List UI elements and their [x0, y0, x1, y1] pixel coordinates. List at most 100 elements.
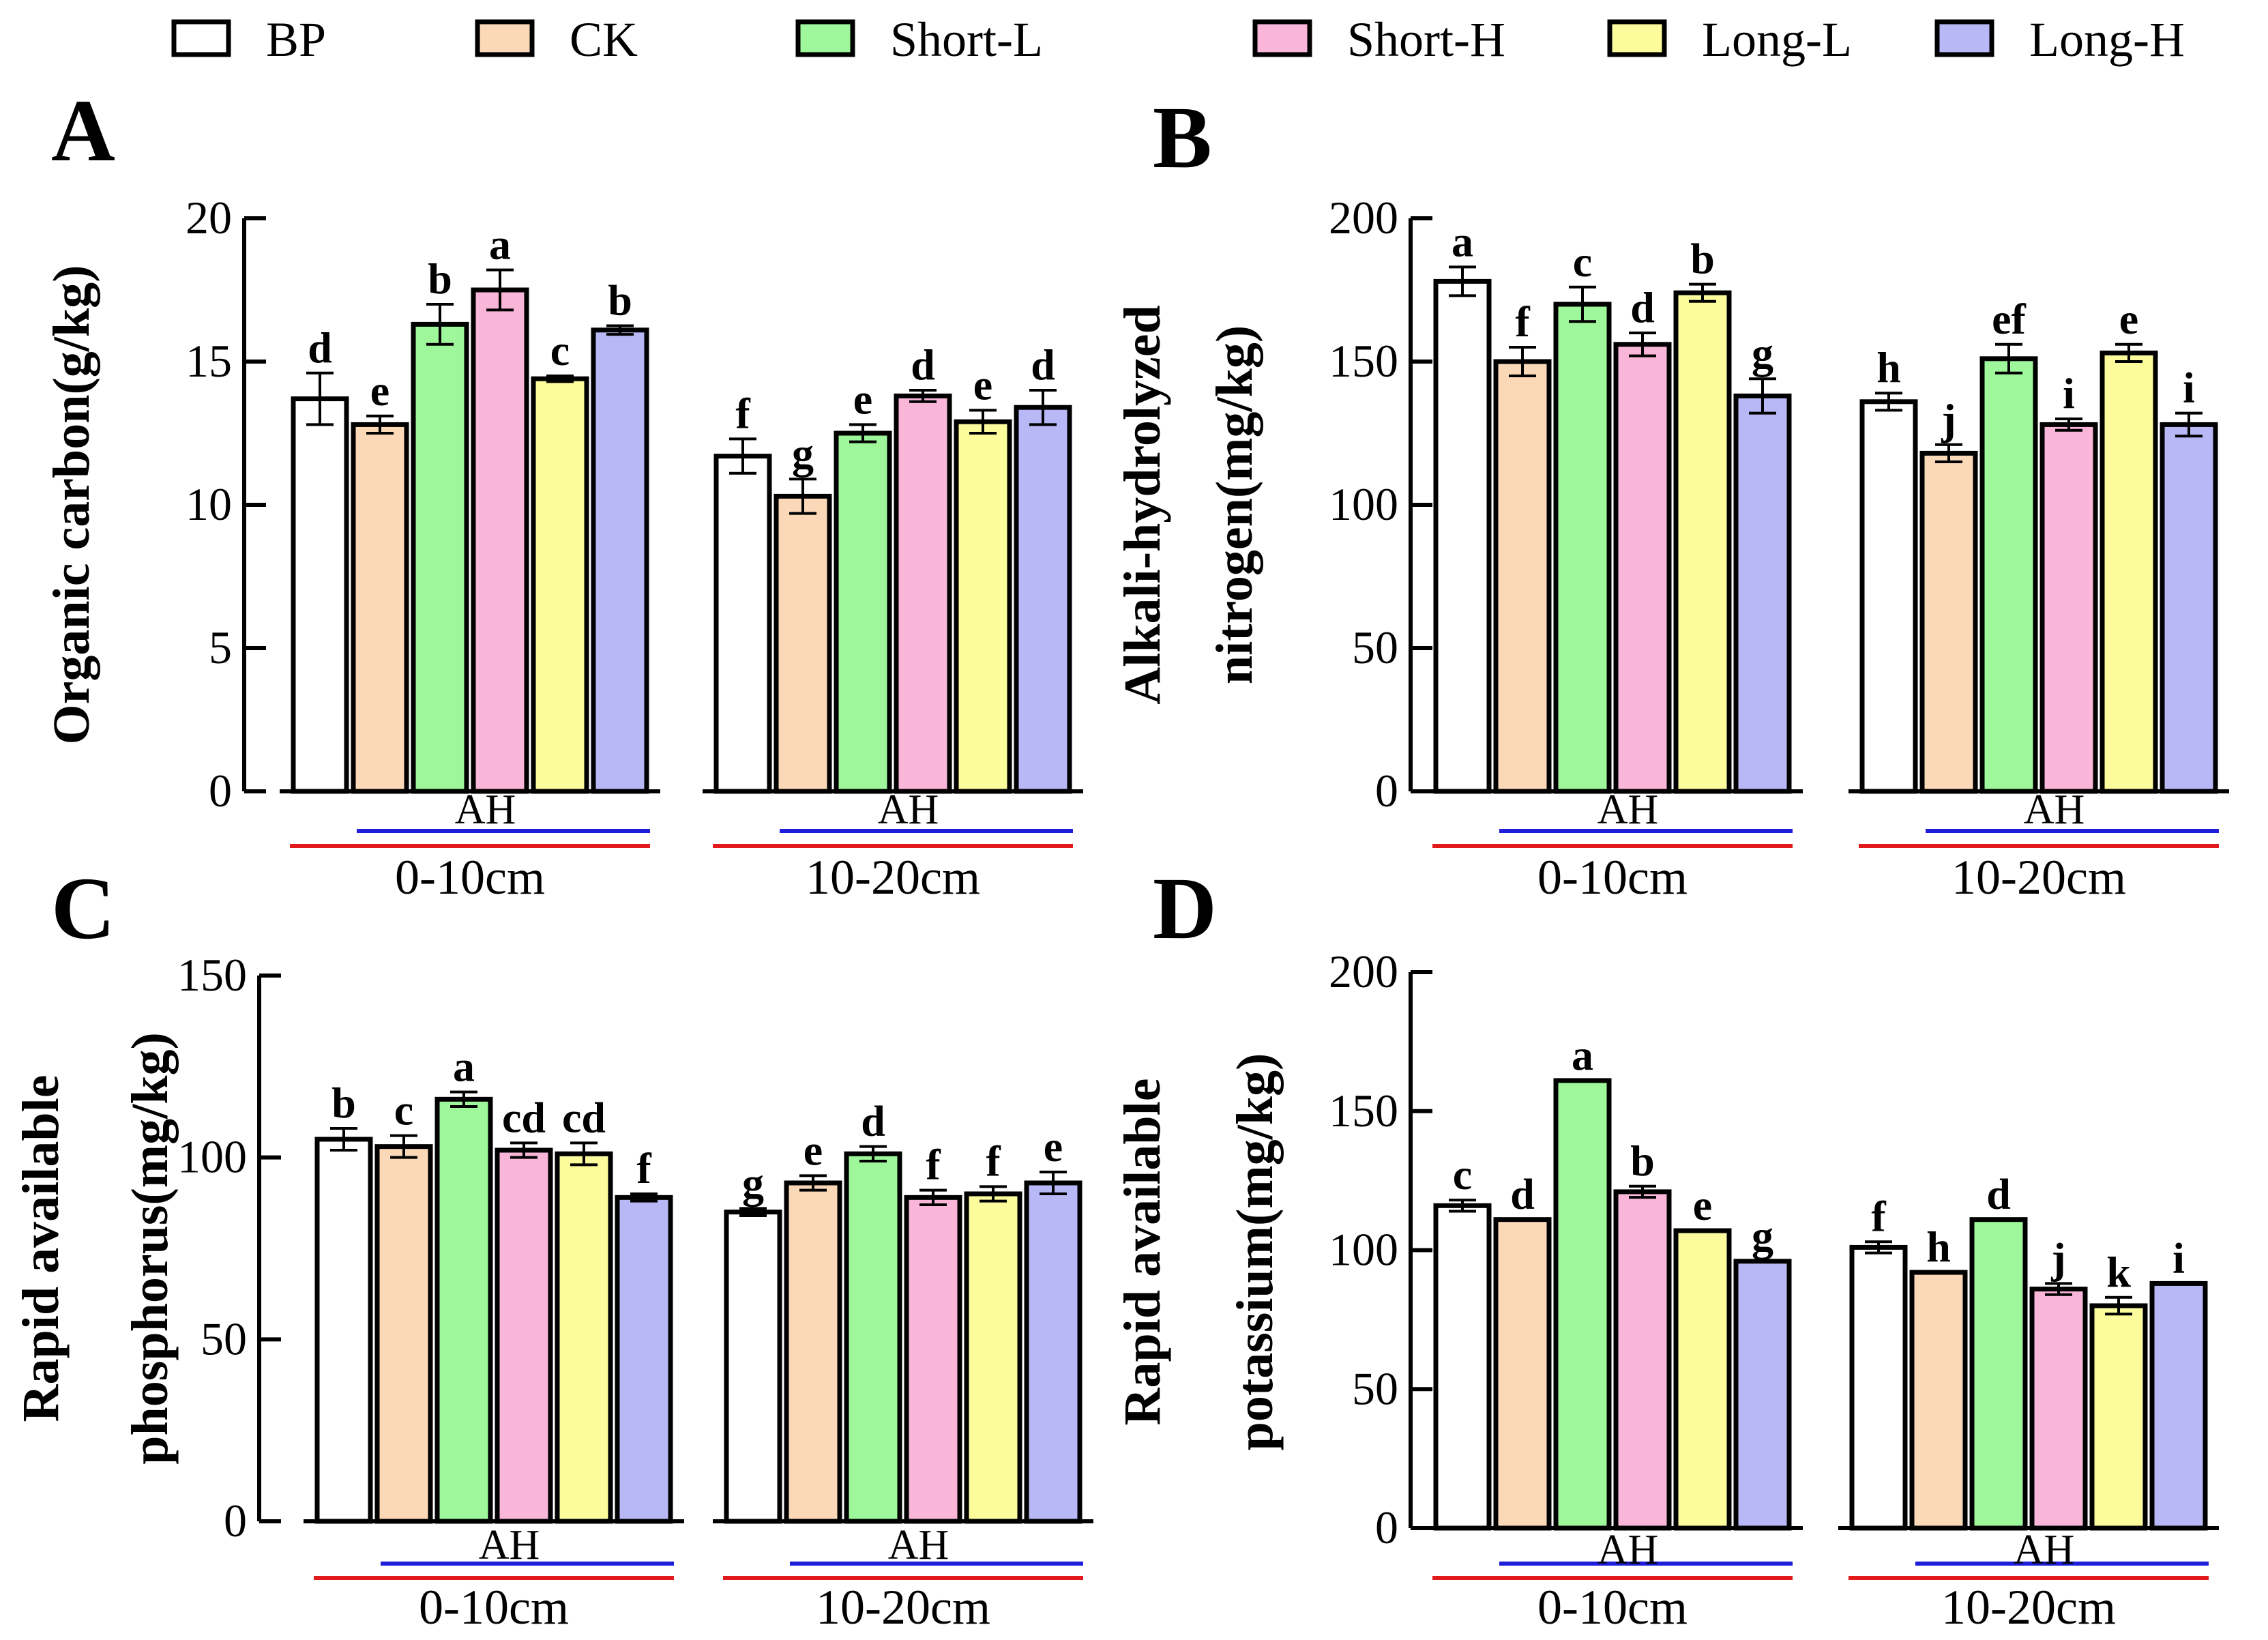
y-tick-label-a-5: 5: [209, 621, 232, 673]
significance-letter-b-0-1: f: [1515, 297, 1530, 346]
legend-label-short-l: Short-L: [890, 12, 1043, 67]
bar-b-1-ck: [1919, 450, 1978, 794]
significance-letter-c-0-1: c: [394, 1086, 413, 1134]
ah-label-a-0: AH: [455, 787, 516, 833]
significance-letter-b-0-0: a: [1452, 217, 1473, 265]
legend-label-ck: CK: [570, 12, 638, 67]
y-tick-label-c-150: 150: [177, 949, 247, 1001]
significance-letter-b-1-1: j: [1941, 395, 1956, 443]
significance-letter-a-1-5: d: [1031, 340, 1055, 389]
y-tick-label-b-200: 200: [1329, 192, 1398, 244]
legend-label-long-l: Long-L: [1702, 12, 1852, 67]
bar-d-0-long-h: [1733, 1259, 1792, 1531]
legend-label-short-h: Short-H: [1347, 12, 1505, 67]
x-category-label-a-1: 10-20cm: [806, 850, 980, 905]
y-axis-label-b-1: nitrogen(mg/kg): [1206, 325, 1263, 684]
bar-b-1-short-h: [2039, 422, 2098, 794]
y-tick-label-b-150: 150: [1329, 335, 1398, 387]
significance-letter-a-1-2: e: [853, 375, 872, 423]
bar-d-0-short-l: [1553, 1078, 1612, 1531]
bar-d-0-long-l: [1673, 1228, 1732, 1531]
bar-a-1-long-l: [954, 419, 1012, 794]
y-tick-label-c-50: 50: [201, 1313, 247, 1364]
y-tick-label-a-15: 15: [186, 335, 232, 387]
y-axis-label-c-1: phosphorus(mg/kg): [121, 1032, 179, 1465]
ah-label-d-1: AH: [2014, 1527, 2075, 1573]
y-axis-label-b-0: Alkali-hydrolyzed: [1114, 305, 1171, 705]
bar-a-1-bp: [713, 454, 772, 794]
x-category-label-d-1: 10-20cm: [1941, 1580, 2116, 1635]
bar-d-1-ck: [1909, 1270, 1968, 1531]
y-tick-label-b-0: 0: [1375, 765, 1398, 817]
significance-letter-a-0-4: c: [550, 326, 570, 375]
bar-b-0-long-h: [1733, 393, 1792, 794]
significance-letter-c-0-0: b: [332, 1079, 356, 1127]
bar-c-1-short-l: [844, 1151, 902, 1524]
x-category-label-b-1: 10-20cm: [1952, 850, 2126, 905]
significance-letter-a-1-0: f: [735, 389, 750, 437]
panel-b: B Alkali-hydrolyzed nitrogen(mg/kg) 0 50 100 1…: [1114, 89, 2229, 905]
significance-letter-d-0-1: d: [1510, 1170, 1535, 1218]
bar-a-0-ck: [351, 422, 409, 794]
y-tick-label-d-0: 0: [1375, 1502, 1398, 1553]
bar-a-0-long-h: [591, 327, 649, 794]
significance-letter-a-0-3: a: [489, 220, 511, 269]
significance-letter-c-1-4: f: [986, 1137, 1001, 1185]
significance-letter-a-1-4: e: [973, 360, 992, 409]
significance-letter-d-1-4: k: [2106, 1248, 2131, 1296]
ah-label-c-0: AH: [479, 1522, 540, 1568]
y-tick-label-d-150: 150: [1329, 1085, 1398, 1137]
panel-letter-a: A: [51, 82, 115, 180]
ah-label-a-1: AH: [878, 787, 939, 833]
legend-swatch-short-h: [1252, 19, 1312, 57]
significance-letter-d-1-2: d: [1986, 1170, 2011, 1218]
bar-a-1-ck: [774, 493, 832, 794]
significance-letter-a-0-5: b: [608, 276, 632, 325]
bar-d-1-long-h: [2149, 1280, 2208, 1531]
bar-c-0-short-h: [495, 1147, 553, 1524]
legend-swatch-long-h: [1934, 19, 1994, 57]
significance-letter-d-1-5: i: [2173, 1233, 2185, 1282]
panel-letter-c: C: [51, 860, 115, 958]
significance-letter-b-0-2: c: [1573, 237, 1592, 286]
significance-letter-d-1-3: j: [2050, 1233, 2065, 1282]
legend-swatch-ck: [475, 19, 535, 57]
significance-letter-b-1-2: ef: [1992, 295, 2026, 343]
x-category-label-a-0: 0-10cm: [395, 850, 545, 905]
significance-letter-c-1-0: g: [742, 1158, 764, 1207]
y-tick-label-c-0: 0: [224, 1495, 247, 1547]
significance-letter-c-0-2: a: [453, 1042, 475, 1091]
bar-a-0-bp: [291, 396, 349, 794]
y-axis-label-d-1: potassium(mg/kg): [1226, 1053, 1284, 1451]
y-tick-label-d-50: 50: [1352, 1362, 1398, 1414]
significance-letter-c-1-1: e: [804, 1126, 823, 1174]
bar-c-0-bp: [314, 1137, 373, 1524]
significance-letter-b-1-0: h: [1876, 343, 1901, 392]
significance-letter-b-1-3: i: [2063, 369, 2075, 418]
bar-a-1-short-h: [894, 393, 952, 794]
significance-letter-c-1-3: f: [926, 1141, 941, 1189]
bar-c-1-long-l: [964, 1191, 1022, 1524]
bar-c-0-long-l: [555, 1151, 613, 1524]
significance-letter-d-0-5: g: [1752, 1212, 1773, 1260]
significance-letter-a-0-1: e: [370, 366, 389, 415]
x-category-label-d-0: 0-10cm: [1537, 1580, 1688, 1635]
y-tick-label-d-100: 100: [1329, 1224, 1398, 1276]
bar-b-1-long-h: [2160, 422, 2218, 794]
significance-letter-c-0-5: f: [636, 1144, 651, 1192]
significance-letter-d-0-4: e: [1693, 1181, 1712, 1229]
bar-d-1-short-l: [1969, 1217, 2028, 1531]
bar-a-0-long-l: [531, 376, 589, 794]
y-tick-label-b-100: 100: [1329, 478, 1398, 530]
significance-letter-d-0-3: b: [1630, 1137, 1655, 1185]
panel-letter-d: D: [1153, 860, 1217, 958]
bar-d-0-ck: [1493, 1217, 1552, 1531]
bar-b-1-bp: [1859, 399, 1918, 794]
significance-letter-a-0-0: d: [308, 323, 332, 372]
bar-d-0-bp: [1433, 1203, 1492, 1531]
ah-label-d-0: AH: [1597, 1527, 1659, 1573]
x-category-label-b-0: 0-10cm: [1537, 850, 1688, 905]
significance-letter-b-1-4: e: [2119, 295, 2138, 343]
y-tick-label-a-10: 10: [186, 478, 232, 530]
significance-letter-d-1-0: f: [1871, 1192, 1886, 1240]
